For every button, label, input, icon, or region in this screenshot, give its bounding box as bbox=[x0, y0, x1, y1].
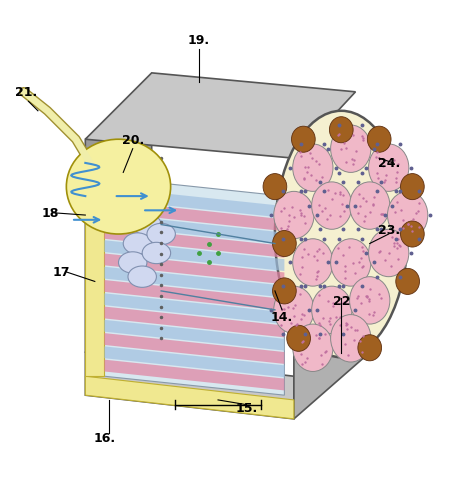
Ellipse shape bbox=[293, 239, 333, 286]
Polygon shape bbox=[104, 201, 284, 232]
Text: 20.: 20. bbox=[122, 133, 144, 146]
Ellipse shape bbox=[142, 243, 171, 264]
Polygon shape bbox=[85, 74, 356, 159]
Ellipse shape bbox=[358, 335, 382, 361]
Text: 21.: 21. bbox=[15, 86, 37, 99]
Ellipse shape bbox=[292, 127, 315, 153]
Text: 17: 17 bbox=[53, 266, 70, 279]
Polygon shape bbox=[104, 320, 284, 351]
Ellipse shape bbox=[350, 277, 390, 325]
Polygon shape bbox=[104, 281, 284, 311]
Ellipse shape bbox=[401, 174, 424, 200]
Polygon shape bbox=[85, 376, 294, 419]
Polygon shape bbox=[104, 178, 284, 395]
Ellipse shape bbox=[329, 118, 353, 143]
Ellipse shape bbox=[275, 112, 408, 358]
Ellipse shape bbox=[66, 140, 171, 235]
Polygon shape bbox=[85, 93, 152, 353]
Polygon shape bbox=[104, 307, 284, 338]
Ellipse shape bbox=[147, 224, 175, 245]
Polygon shape bbox=[104, 214, 284, 245]
Polygon shape bbox=[104, 241, 284, 271]
Ellipse shape bbox=[274, 192, 314, 239]
Ellipse shape bbox=[273, 278, 296, 305]
Ellipse shape bbox=[274, 286, 314, 334]
Ellipse shape bbox=[118, 252, 147, 274]
Polygon shape bbox=[104, 333, 284, 364]
Polygon shape bbox=[104, 346, 284, 377]
Polygon shape bbox=[104, 188, 284, 219]
Ellipse shape bbox=[331, 315, 371, 362]
Text: 24.: 24. bbox=[378, 157, 400, 170]
Polygon shape bbox=[294, 140, 370, 419]
Ellipse shape bbox=[311, 286, 352, 334]
Ellipse shape bbox=[123, 233, 152, 255]
Ellipse shape bbox=[263, 174, 287, 200]
Polygon shape bbox=[104, 227, 284, 258]
Polygon shape bbox=[104, 360, 284, 390]
Ellipse shape bbox=[133, 214, 161, 236]
Text: 18: 18 bbox=[41, 207, 58, 220]
Ellipse shape bbox=[350, 183, 390, 230]
Ellipse shape bbox=[368, 230, 409, 277]
Polygon shape bbox=[104, 254, 284, 285]
Polygon shape bbox=[85, 353, 294, 419]
Ellipse shape bbox=[128, 266, 156, 288]
Polygon shape bbox=[104, 294, 284, 325]
Ellipse shape bbox=[293, 144, 333, 192]
Text: 19.: 19. bbox=[188, 34, 210, 47]
Ellipse shape bbox=[387, 192, 428, 239]
Text: 15.: 15. bbox=[236, 401, 257, 414]
Ellipse shape bbox=[401, 222, 424, 247]
Ellipse shape bbox=[311, 183, 352, 230]
Text: 14.: 14. bbox=[271, 311, 293, 324]
Text: 22: 22 bbox=[333, 294, 350, 307]
Text: 16.: 16. bbox=[93, 431, 115, 445]
Ellipse shape bbox=[396, 269, 419, 295]
Ellipse shape bbox=[368, 144, 409, 192]
Ellipse shape bbox=[331, 126, 371, 173]
Ellipse shape bbox=[293, 325, 333, 372]
Ellipse shape bbox=[331, 239, 371, 286]
Ellipse shape bbox=[273, 231, 296, 257]
Text: 23.: 23. bbox=[378, 224, 400, 236]
Ellipse shape bbox=[287, 325, 310, 352]
Ellipse shape bbox=[114, 205, 142, 226]
Ellipse shape bbox=[367, 127, 391, 153]
Polygon shape bbox=[104, 267, 284, 298]
Polygon shape bbox=[85, 159, 104, 376]
